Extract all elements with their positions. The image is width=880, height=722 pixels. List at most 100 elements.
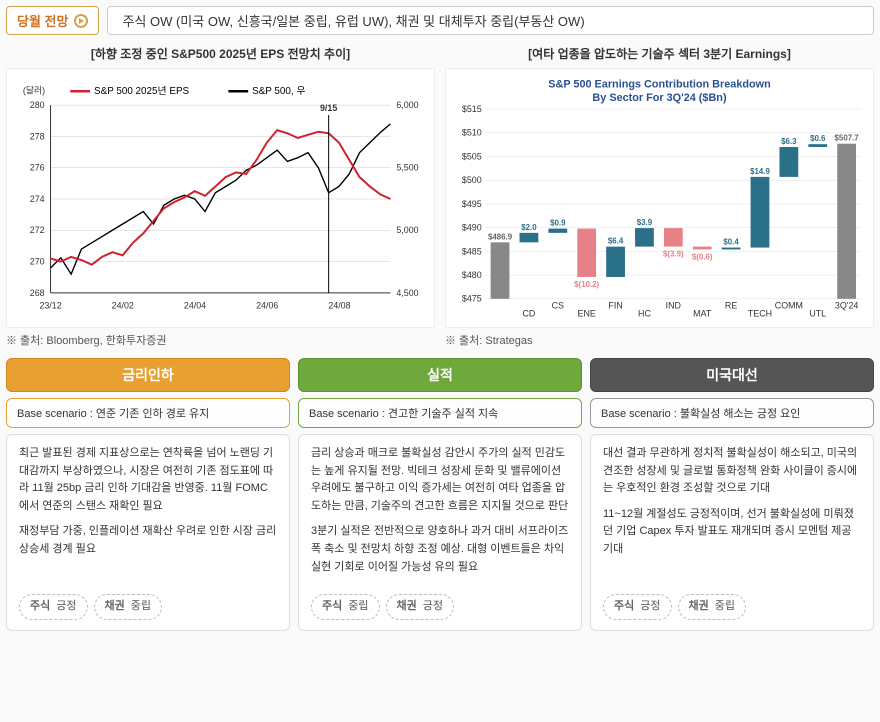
card-paragraph: 11~12월 계절성도 긍정적이며, 선거 불확실성에 미뤄졌던 기업 Cape…	[603, 506, 861, 559]
pill-주식: 주식 긍정	[603, 594, 672, 620]
svg-text:$505: $505	[462, 151, 482, 161]
pill-label: 주식	[614, 598, 634, 616]
svg-text:24/04: 24/04	[184, 301, 206, 311]
pill-채권: 채권 긍정	[386, 594, 455, 620]
svg-text:$(0.6): $(0.6)	[692, 252, 713, 261]
svg-text:$515: $515	[462, 104, 482, 114]
svg-text:$6.4: $6.4	[608, 237, 624, 246]
waterfall-svg: S&P 500 Earnings Contribution BreakdownB…	[452, 75, 867, 321]
chart-left-box: (달러)2682702722742762782804,5005,0005,500…	[6, 68, 435, 328]
svg-text:CD: CD	[523, 309, 536, 319]
charts-row: [하향 조정 중인 S&P500 2025년 EPS 전망치 추이] (달러)2…	[6, 45, 874, 348]
svg-text:278: 278	[30, 131, 45, 141]
card-scenario: Base scenario : 불확실성 해소는 긍정 요인	[590, 398, 874, 428]
svg-text:FIN: FIN	[608, 301, 622, 311]
pill-label: 채권	[397, 598, 417, 616]
card-body: 최근 발표된 경제 지표상으로는 연착륙을 넘어 노랜딩 기대감까지 부상하였으…	[6, 434, 290, 631]
pill-주식: 주식 긍정	[19, 594, 88, 620]
card-scenario: Base scenario : 연준 기존 인하 경로 유지	[6, 398, 290, 428]
card-paragraph: 금리 상승과 매크로 불확실성 감안시 주가의 실적 민감도는 높게 유지될 전…	[311, 445, 569, 515]
pill-value: 긍정	[640, 598, 660, 616]
outlook-summary: 주식 OW (미국 OW, 신흥국/일본 중립, 유럽 UW), 채권 및 대체…	[107, 6, 874, 35]
svg-text:276: 276	[30, 163, 45, 173]
cards-row: 금리인하 Base scenario : 연준 기존 인하 경로 유지 최근 발…	[6, 358, 874, 631]
svg-text:S&P 500, 우: S&P 500, 우	[252, 85, 305, 97]
svg-text:$480: $480	[462, 270, 482, 280]
card-pills: 주식중립 채권 긍정	[311, 594, 569, 620]
svg-text:268: 268	[30, 288, 45, 298]
pill-주식: 주식중립	[311, 594, 380, 620]
play-icon	[74, 14, 88, 28]
pill-채권: 채권 중립	[678, 594, 747, 620]
svg-text:23/12: 23/12	[39, 301, 61, 311]
card-green: 실적 Base scenario : 견고한 기술주 실적 지속 금리 상승과 …	[298, 358, 582, 631]
svg-text:$0.6: $0.6	[810, 134, 826, 143]
pill-value: 긍정	[423, 598, 443, 616]
svg-text:$6.3: $6.3	[781, 137, 797, 146]
svg-text:24/02: 24/02	[112, 301, 134, 311]
card-pills: 주식 긍정 채권 중립	[603, 594, 861, 620]
svg-text:$475: $475	[462, 294, 482, 304]
svg-text:UTL: UTL	[809, 309, 826, 319]
chart-right-source: ※ 출처: Strategas	[445, 332, 874, 348]
svg-text:$507.7: $507.7	[835, 134, 860, 143]
card-orange: 금리인하 Base scenario : 연준 기존 인하 경로 유지 최근 발…	[6, 358, 290, 631]
chart-right-box: S&P 500 Earnings Contribution BreakdownB…	[445, 68, 874, 328]
svg-text:$(10.2): $(10.2)	[574, 280, 599, 289]
outlook-label-text: 당월 전망	[17, 11, 68, 30]
svg-text:$0.9: $0.9	[550, 219, 566, 228]
card-paragraph: 3분기 실적은 전반적으로 양호하나 과거 대비 서프라이즈 폭 축소 및 전망…	[311, 523, 569, 576]
card-body-text: 대선 결과 무관하게 정치적 불확실성이 해소되고, 미국의 견조한 성장세 및…	[603, 445, 861, 584]
card-body: 대선 결과 무관하게 정치적 불확실성이 해소되고, 미국의 견조한 성장세 및…	[590, 434, 874, 631]
svg-text:CS: CS	[552, 301, 564, 311]
outlook-label-badge: 당월 전망	[6, 6, 99, 35]
svg-text:IND: IND	[666, 301, 681, 311]
svg-text:HC: HC	[638, 309, 651, 319]
pill-label: 주식	[30, 598, 50, 616]
svg-text:By Sector For 3Q'24 ($Bn): By Sector For 3Q'24 ($Bn)	[592, 92, 727, 104]
svg-text:$510: $510	[462, 128, 482, 138]
card-paragraph: 재정부담 가중, 인플레이션 재확산 우려로 인한 시장 금리 상승세 경계 필…	[19, 523, 277, 558]
svg-text:$14.9: $14.9	[750, 167, 770, 176]
card-paragraph: 최근 발표된 경제 지표상으로는 연착륙을 넘어 노랜딩 기대감까지 부상하였으…	[19, 445, 277, 515]
svg-text:3Q'24: 3Q'24	[835, 301, 858, 311]
pill-value: 중립	[715, 598, 735, 616]
pill-label: 채권	[689, 598, 709, 616]
card-pills: 주식 긍정 채권중립	[19, 594, 277, 620]
svg-text:$0.4: $0.4	[723, 238, 739, 247]
pill-value: 긍정	[56, 598, 76, 616]
svg-text:TECH: TECH	[748, 309, 772, 319]
svg-text:$485: $485	[462, 246, 482, 256]
svg-text:$486.9: $486.9	[488, 232, 513, 241]
svg-text:24/06: 24/06	[256, 301, 278, 311]
card-body: 금리 상승과 매크로 불확실성 감안시 주가의 실적 민감도는 높게 유지될 전…	[298, 434, 582, 631]
svg-text:$2.0: $2.0	[521, 223, 537, 232]
chart-left-source: ※ 출처: Bloomberg, 한화투자증권	[6, 332, 435, 348]
chart-right-title: [여타 업종을 압도하는 기술주 섹터 3분기 Earnings]	[445, 45, 874, 62]
pill-label: 주식	[322, 598, 342, 616]
svg-text:4,500: 4,500	[396, 288, 418, 298]
svg-text:ENE: ENE	[578, 309, 596, 319]
svg-text:MAT: MAT	[693, 309, 712, 319]
svg-text:280: 280	[30, 100, 45, 110]
svg-text:$490: $490	[462, 223, 482, 233]
pill-value: 중립	[131, 598, 151, 616]
chart-left-title: [하향 조정 중인 S&P500 2025년 EPS 전망치 추이]	[6, 45, 435, 62]
line-chart-svg: (달러)2682702722742762782804,5005,0005,500…	[13, 75, 428, 321]
svg-text:270: 270	[30, 257, 45, 267]
card-header: 실적	[298, 358, 582, 392]
card-body-text: 최근 발표된 경제 지표상으로는 연착륙을 넘어 노랜딩 기대감까지 부상하였으…	[19, 445, 277, 584]
chart-right-col: [여타 업종을 압도하는 기술주 섹터 3분기 Earnings] S&P 50…	[445, 45, 874, 348]
card-header: 금리인하	[6, 358, 290, 392]
svg-text:$3.9: $3.9	[637, 218, 653, 227]
card-header: 미국대선	[590, 358, 874, 392]
svg-text:COMM: COMM	[775, 301, 803, 311]
svg-text:RE: RE	[725, 301, 737, 311]
svg-text:$495: $495	[462, 199, 482, 209]
card-gray: 미국대선 Base scenario : 불확실성 해소는 긍정 요인 대선 결…	[590, 358, 874, 631]
pill-채권: 채권중립	[94, 594, 163, 620]
svg-text:$500: $500	[462, 175, 482, 185]
svg-text:5,500: 5,500	[396, 163, 418, 173]
card-body-text: 금리 상승과 매크로 불확실성 감안시 주가의 실적 민감도는 높게 유지될 전…	[311, 445, 569, 584]
svg-text:24/08: 24/08	[328, 301, 350, 311]
